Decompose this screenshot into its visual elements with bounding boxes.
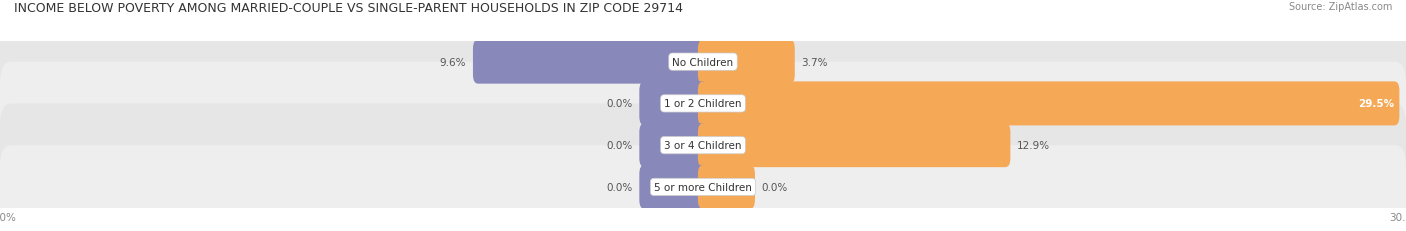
FancyBboxPatch shape [472, 40, 709, 84]
FancyBboxPatch shape [697, 165, 755, 209]
Text: Source: ZipAtlas.com: Source: ZipAtlas.com [1288, 2, 1392, 12]
Text: 3 or 4 Children: 3 or 4 Children [664, 140, 742, 151]
FancyBboxPatch shape [0, 104, 1406, 187]
Text: 9.6%: 9.6% [440, 57, 467, 67]
FancyBboxPatch shape [0, 146, 1406, 229]
Text: INCOME BELOW POVERTY AMONG MARRIED-COUPLE VS SINGLE-PARENT HOUSEHOLDS IN ZIP COD: INCOME BELOW POVERTY AMONG MARRIED-COUPL… [14, 2, 683, 15]
Text: 0.0%: 0.0% [606, 182, 633, 192]
Text: 5 or more Children: 5 or more Children [654, 182, 752, 192]
Text: 0.0%: 0.0% [762, 182, 787, 192]
Text: 12.9%: 12.9% [1017, 140, 1050, 151]
FancyBboxPatch shape [0, 62, 1406, 146]
Text: 29.5%: 29.5% [1358, 99, 1395, 109]
FancyBboxPatch shape [640, 165, 709, 209]
Text: No Children: No Children [672, 57, 734, 67]
FancyBboxPatch shape [697, 40, 794, 84]
Text: 0.0%: 0.0% [606, 99, 633, 109]
Text: 1 or 2 Children: 1 or 2 Children [664, 99, 742, 109]
FancyBboxPatch shape [697, 124, 1011, 167]
Text: 3.7%: 3.7% [801, 57, 828, 67]
FancyBboxPatch shape [0, 21, 1406, 104]
Text: 0.0%: 0.0% [606, 140, 633, 151]
FancyBboxPatch shape [697, 82, 1399, 126]
FancyBboxPatch shape [640, 82, 709, 126]
FancyBboxPatch shape [640, 124, 709, 167]
